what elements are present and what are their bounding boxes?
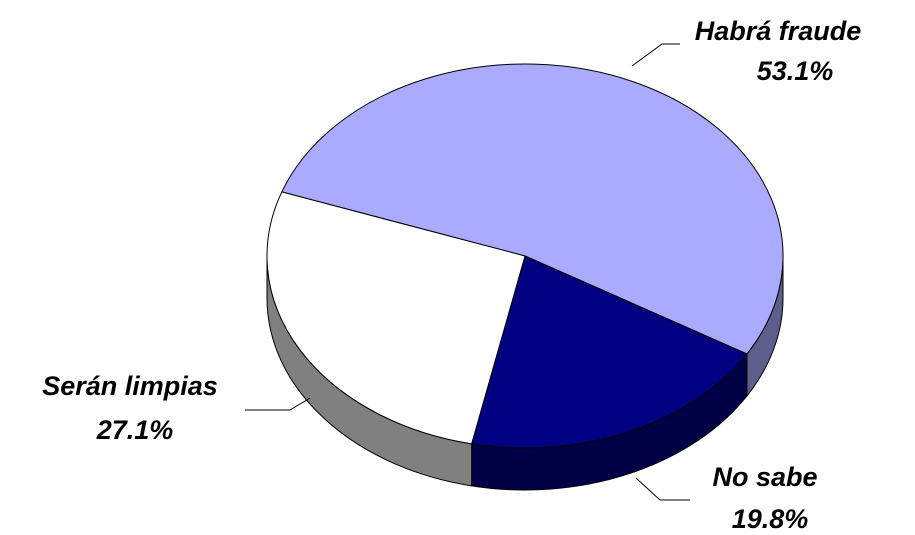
leader-line [635, 477, 690, 501]
leader-line [245, 397, 311, 411]
slice-label: Serán limpias [42, 371, 218, 401]
value-label: 19.8% [732, 504, 809, 534]
slice [281, 63, 784, 355]
slice-label: No sabe [712, 462, 817, 492]
slice [266, 191, 526, 445]
slice-label: Habrá fraude [695, 16, 862, 46]
pie [266, 63, 784, 491]
value-label: 27.1% [96, 415, 174, 445]
value-label: 53.1% [757, 56, 834, 86]
leader-line [631, 43, 680, 67]
slice [470, 255, 748, 449]
